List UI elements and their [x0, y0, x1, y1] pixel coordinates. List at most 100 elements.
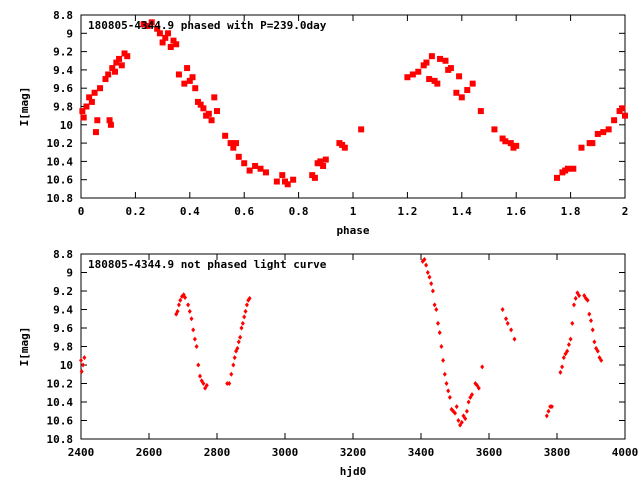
data-point	[109, 65, 116, 72]
data-point	[442, 57, 449, 64]
data-point	[192, 336, 197, 342]
data-point	[227, 381, 232, 386]
data-point	[170, 37, 177, 44]
data-point	[500, 307, 505, 312]
data-point	[439, 344, 444, 349]
data-point	[404, 74, 411, 81]
data-point	[198, 373, 202, 379]
data-point	[243, 308, 248, 314]
x-tick-label: 1.8	[561, 205, 581, 218]
data-point	[507, 140, 514, 147]
data-point	[205, 110, 212, 117]
data-point	[453, 410, 457, 416]
data-point	[428, 53, 435, 60]
data-point	[442, 371, 447, 377]
data-point	[595, 348, 600, 354]
data-point	[82, 355, 87, 361]
x-tick-label: 1.2	[397, 205, 417, 218]
data-point	[458, 94, 465, 101]
data-point	[112, 68, 118, 75]
data-point	[622, 112, 628, 119]
data-point	[437, 55, 444, 62]
data-point	[159, 39, 166, 46]
y-tick-label: 9.6	[53, 82, 73, 95]
data-point	[513, 142, 520, 149]
x-axis-label: hjd0	[340, 465, 367, 478]
phased-light-curve-panel: 0 0.2 0.4 0.6 0.8 1 1.2 1.4 1.6 1.8 2 8.8 9 9.2 9.4 9.…	[18, 9, 628, 237]
x-tick-label: 0	[78, 205, 85, 218]
x-tick-label: 0.8	[289, 205, 309, 218]
data-point	[320, 162, 327, 169]
x-tick-label: 0.2	[125, 205, 145, 218]
data-point	[502, 138, 509, 145]
data-point	[456, 73, 463, 80]
data-point	[592, 339, 597, 345]
x-tick-label: 3400	[408, 446, 435, 459]
data-point	[585, 297, 590, 303]
data-point	[558, 369, 563, 375]
y-tick-label: 10	[60, 119, 73, 132]
data-point	[590, 327, 595, 333]
y-tick-label: 10.8	[47, 433, 74, 446]
data-point	[594, 130, 601, 137]
data-point	[426, 76, 433, 83]
data-point	[235, 345, 240, 351]
data-point	[208, 117, 215, 124]
data-point	[619, 105, 626, 112]
data-point	[192, 85, 199, 92]
data-point	[118, 62, 125, 69]
x-tick-label: 2800	[204, 446, 231, 459]
data-point	[561, 355, 566, 361]
data-point	[284, 181, 291, 188]
data-point	[197, 101, 204, 108]
y-tick-label: 8.8	[53, 9, 73, 22]
x-tick-labels: 2400 2600 2800 3000 3200 3400 3600 3800 4000	[68, 446, 639, 459]
y-tick-label: 10.4	[47, 396, 74, 409]
data-point	[102, 76, 109, 83]
data-point	[262, 169, 269, 176]
data-point	[186, 77, 193, 84]
data-point	[427, 274, 432, 280]
data-point	[240, 320, 245, 326]
data-point	[470, 392, 474, 398]
data-point	[91, 89, 98, 96]
data-point	[140, 21, 147, 28]
x-tick-label: 3600	[476, 446, 503, 459]
data-point	[189, 74, 196, 81]
data-point	[231, 362, 236, 368]
data-point	[311, 174, 318, 181]
data-point	[176, 302, 181, 308]
data-point	[229, 371, 234, 377]
x-tick-label: 2400	[68, 446, 95, 459]
data-point	[187, 308, 192, 314]
data-point	[191, 327, 196, 333]
data-point	[429, 281, 434, 287]
y-tick-labels: 8.8 9 9.2 9.4 9.6 9.8 10 10.2 10.4 10.6 10.8	[47, 9, 74, 205]
x-tick-label: 3000	[272, 446, 299, 459]
data-point	[238, 334, 243, 340]
data-point	[505, 320, 510, 326]
data-point	[546, 408, 551, 414]
y-tick-label: 10.8	[47, 192, 74, 205]
plot-frame	[80, 253, 626, 440]
y-tick-label: 9.4	[53, 64, 73, 77]
data-point	[570, 165, 577, 172]
data-point	[246, 167, 253, 174]
x-tick-label: 2	[622, 205, 629, 218]
data-point	[183, 294, 188, 300]
x-tick-label: 0.6	[234, 205, 254, 218]
y-tick-label: 9.8	[53, 101, 73, 114]
y-tick-label: 10.2	[47, 378, 74, 391]
data-points	[79, 257, 604, 428]
data-point	[317, 158, 324, 165]
x-tick-label: 1.6	[506, 205, 526, 218]
data-point	[106, 117, 113, 124]
y-tick-label: 10.4	[47, 155, 74, 168]
data-point	[247, 295, 252, 301]
data-point	[463, 416, 468, 422]
y-tick-label: 10.2	[47, 137, 74, 150]
data-point	[454, 404, 459, 410]
data-point	[144, 22, 151, 29]
x-tick-label: 1	[350, 205, 357, 218]
data-point	[544, 413, 549, 419]
